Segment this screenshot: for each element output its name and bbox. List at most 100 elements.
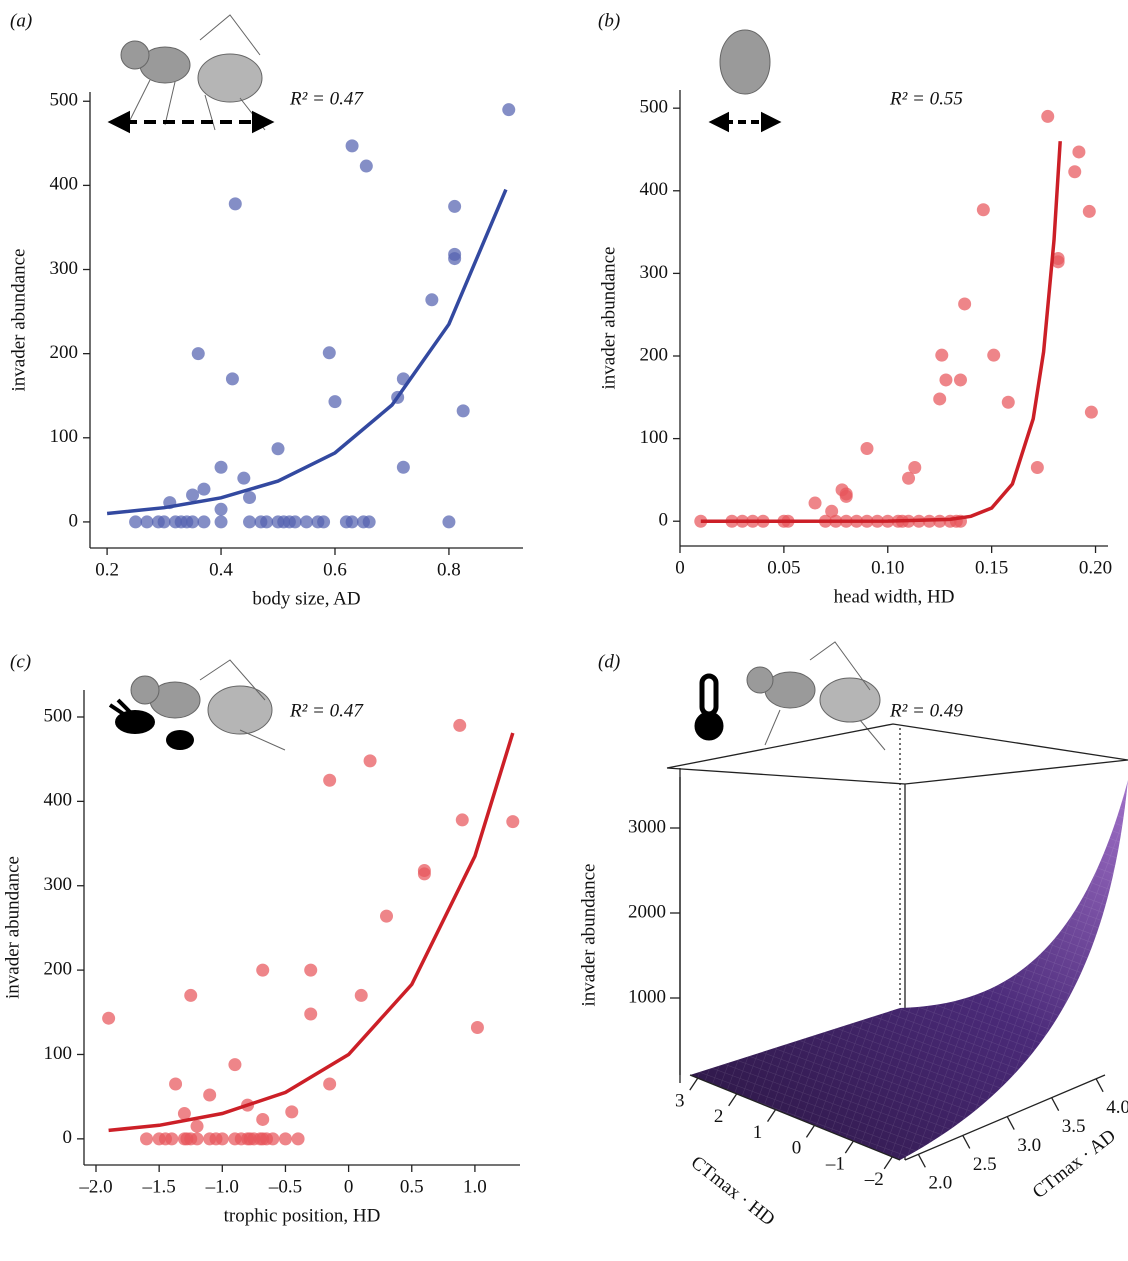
point bbox=[1001, 395, 1015, 409]
z-tick-label: 1000 bbox=[628, 986, 666, 1007]
point bbox=[165, 1132, 179, 1146]
z-tick-label: 3000 bbox=[628, 816, 666, 837]
point bbox=[860, 442, 874, 456]
point bbox=[448, 199, 462, 213]
point bbox=[225, 372, 239, 386]
y-axis-label: invader abundance bbox=[2, 856, 23, 999]
ant-illustration bbox=[120, 14, 266, 131]
y-tick bbox=[728, 1093, 738, 1107]
y-tick bbox=[767, 1109, 777, 1122]
x-tick bbox=[1006, 1116, 1015, 1130]
point bbox=[902, 471, 916, 485]
point bbox=[317, 515, 331, 529]
x-tick-label: 0.5 bbox=[400, 1176, 424, 1197]
y-axis-label: invader abundance bbox=[8, 249, 29, 392]
point bbox=[987, 348, 1001, 362]
point bbox=[304, 963, 318, 977]
point bbox=[694, 514, 708, 528]
y-tick-label: 100 bbox=[640, 427, 669, 448]
point bbox=[808, 496, 822, 510]
x-tick-label: –1.5 bbox=[142, 1176, 176, 1197]
point bbox=[323, 773, 337, 787]
x-tick-label: 4.0 bbox=[1106, 1097, 1128, 1118]
r-squared: R² = 0.47 bbox=[289, 700, 364, 721]
prey-silhouette bbox=[108, 698, 194, 750]
point bbox=[214, 515, 228, 529]
x-tick-label: –2.0 bbox=[78, 1176, 112, 1197]
surface-mesh bbox=[690, 780, 1128, 1160]
point bbox=[448, 252, 462, 266]
x-tick-label: 0.6 bbox=[323, 559, 347, 580]
point bbox=[203, 1088, 217, 1102]
point bbox=[359, 159, 373, 173]
x-tick-label: 0 bbox=[344, 1176, 354, 1197]
point bbox=[1082, 204, 1096, 218]
arrow bbox=[708, 111, 782, 133]
y-tick-label: 300 bbox=[50, 258, 79, 279]
point bbox=[362, 515, 376, 529]
point bbox=[354, 988, 368, 1002]
x-tick-label: 1.0 bbox=[463, 1176, 487, 1197]
point bbox=[129, 515, 143, 529]
x-tick-label: –0.5 bbox=[268, 1176, 302, 1197]
y-tick-label: 0 bbox=[659, 510, 669, 531]
x-tick bbox=[1095, 1078, 1104, 1093]
point bbox=[839, 487, 853, 501]
point bbox=[256, 963, 270, 977]
point bbox=[102, 1011, 116, 1025]
x-axis-label: body size, AD bbox=[252, 588, 360, 609]
point bbox=[1030, 461, 1044, 475]
y-tick-label: –1 bbox=[825, 1153, 845, 1174]
arrow bbox=[107, 110, 275, 134]
y-tick-label: 300 bbox=[44, 874, 73, 895]
r-squared: R² = 0.55 bbox=[889, 88, 963, 109]
point bbox=[228, 197, 242, 211]
point bbox=[456, 404, 470, 418]
point bbox=[908, 461, 922, 475]
y-tick-label: 200 bbox=[640, 344, 669, 365]
y-tick bbox=[805, 1125, 815, 1138]
y-tick-label: 500 bbox=[640, 97, 669, 118]
point bbox=[455, 813, 469, 827]
point bbox=[191, 347, 205, 361]
y-tick-label: 0 bbox=[63, 1127, 73, 1148]
point bbox=[939, 373, 953, 387]
ant-illustration bbox=[130, 659, 286, 751]
point bbox=[322, 346, 336, 360]
panel-title: (d) bbox=[598, 651, 620, 672]
y-tick bbox=[689, 1077, 699, 1091]
point bbox=[214, 460, 228, 474]
point bbox=[278, 1132, 292, 1146]
point bbox=[328, 395, 342, 409]
y-tick-label: –2 bbox=[864, 1169, 884, 1190]
x-tick-label: 0.05 bbox=[767, 557, 800, 578]
point bbox=[256, 1112, 270, 1126]
x-tick-label: 0.10 bbox=[871, 557, 904, 578]
point bbox=[345, 139, 359, 153]
point bbox=[197, 515, 211, 529]
y-tick-label: 200 bbox=[44, 958, 73, 979]
y-tick-label: 0 bbox=[69, 510, 79, 531]
point bbox=[157, 515, 171, 529]
x-tick-label: 0 bbox=[675, 557, 685, 578]
z-tick-label: 2000 bbox=[628, 901, 666, 922]
point bbox=[425, 293, 439, 307]
point bbox=[291, 1132, 305, 1146]
y-tick-label: 100 bbox=[50, 426, 79, 447]
point bbox=[243, 491, 257, 505]
point bbox=[506, 815, 520, 829]
y-tick-label: 500 bbox=[50, 90, 79, 111]
point bbox=[260, 515, 274, 529]
point bbox=[379, 909, 393, 923]
x-tick-label: 2.0 bbox=[928, 1173, 952, 1194]
point bbox=[237, 471, 251, 485]
x-tick-label: 2.5 bbox=[973, 1154, 997, 1175]
y-tick-label: 3 bbox=[675, 1091, 685, 1112]
point bbox=[953, 373, 967, 387]
r-squared: R² = 0.47 bbox=[289, 88, 364, 109]
y-tick-label: 0 bbox=[792, 1138, 802, 1159]
y-tick-label: 200 bbox=[50, 342, 79, 363]
y-tick bbox=[883, 1156, 893, 1170]
